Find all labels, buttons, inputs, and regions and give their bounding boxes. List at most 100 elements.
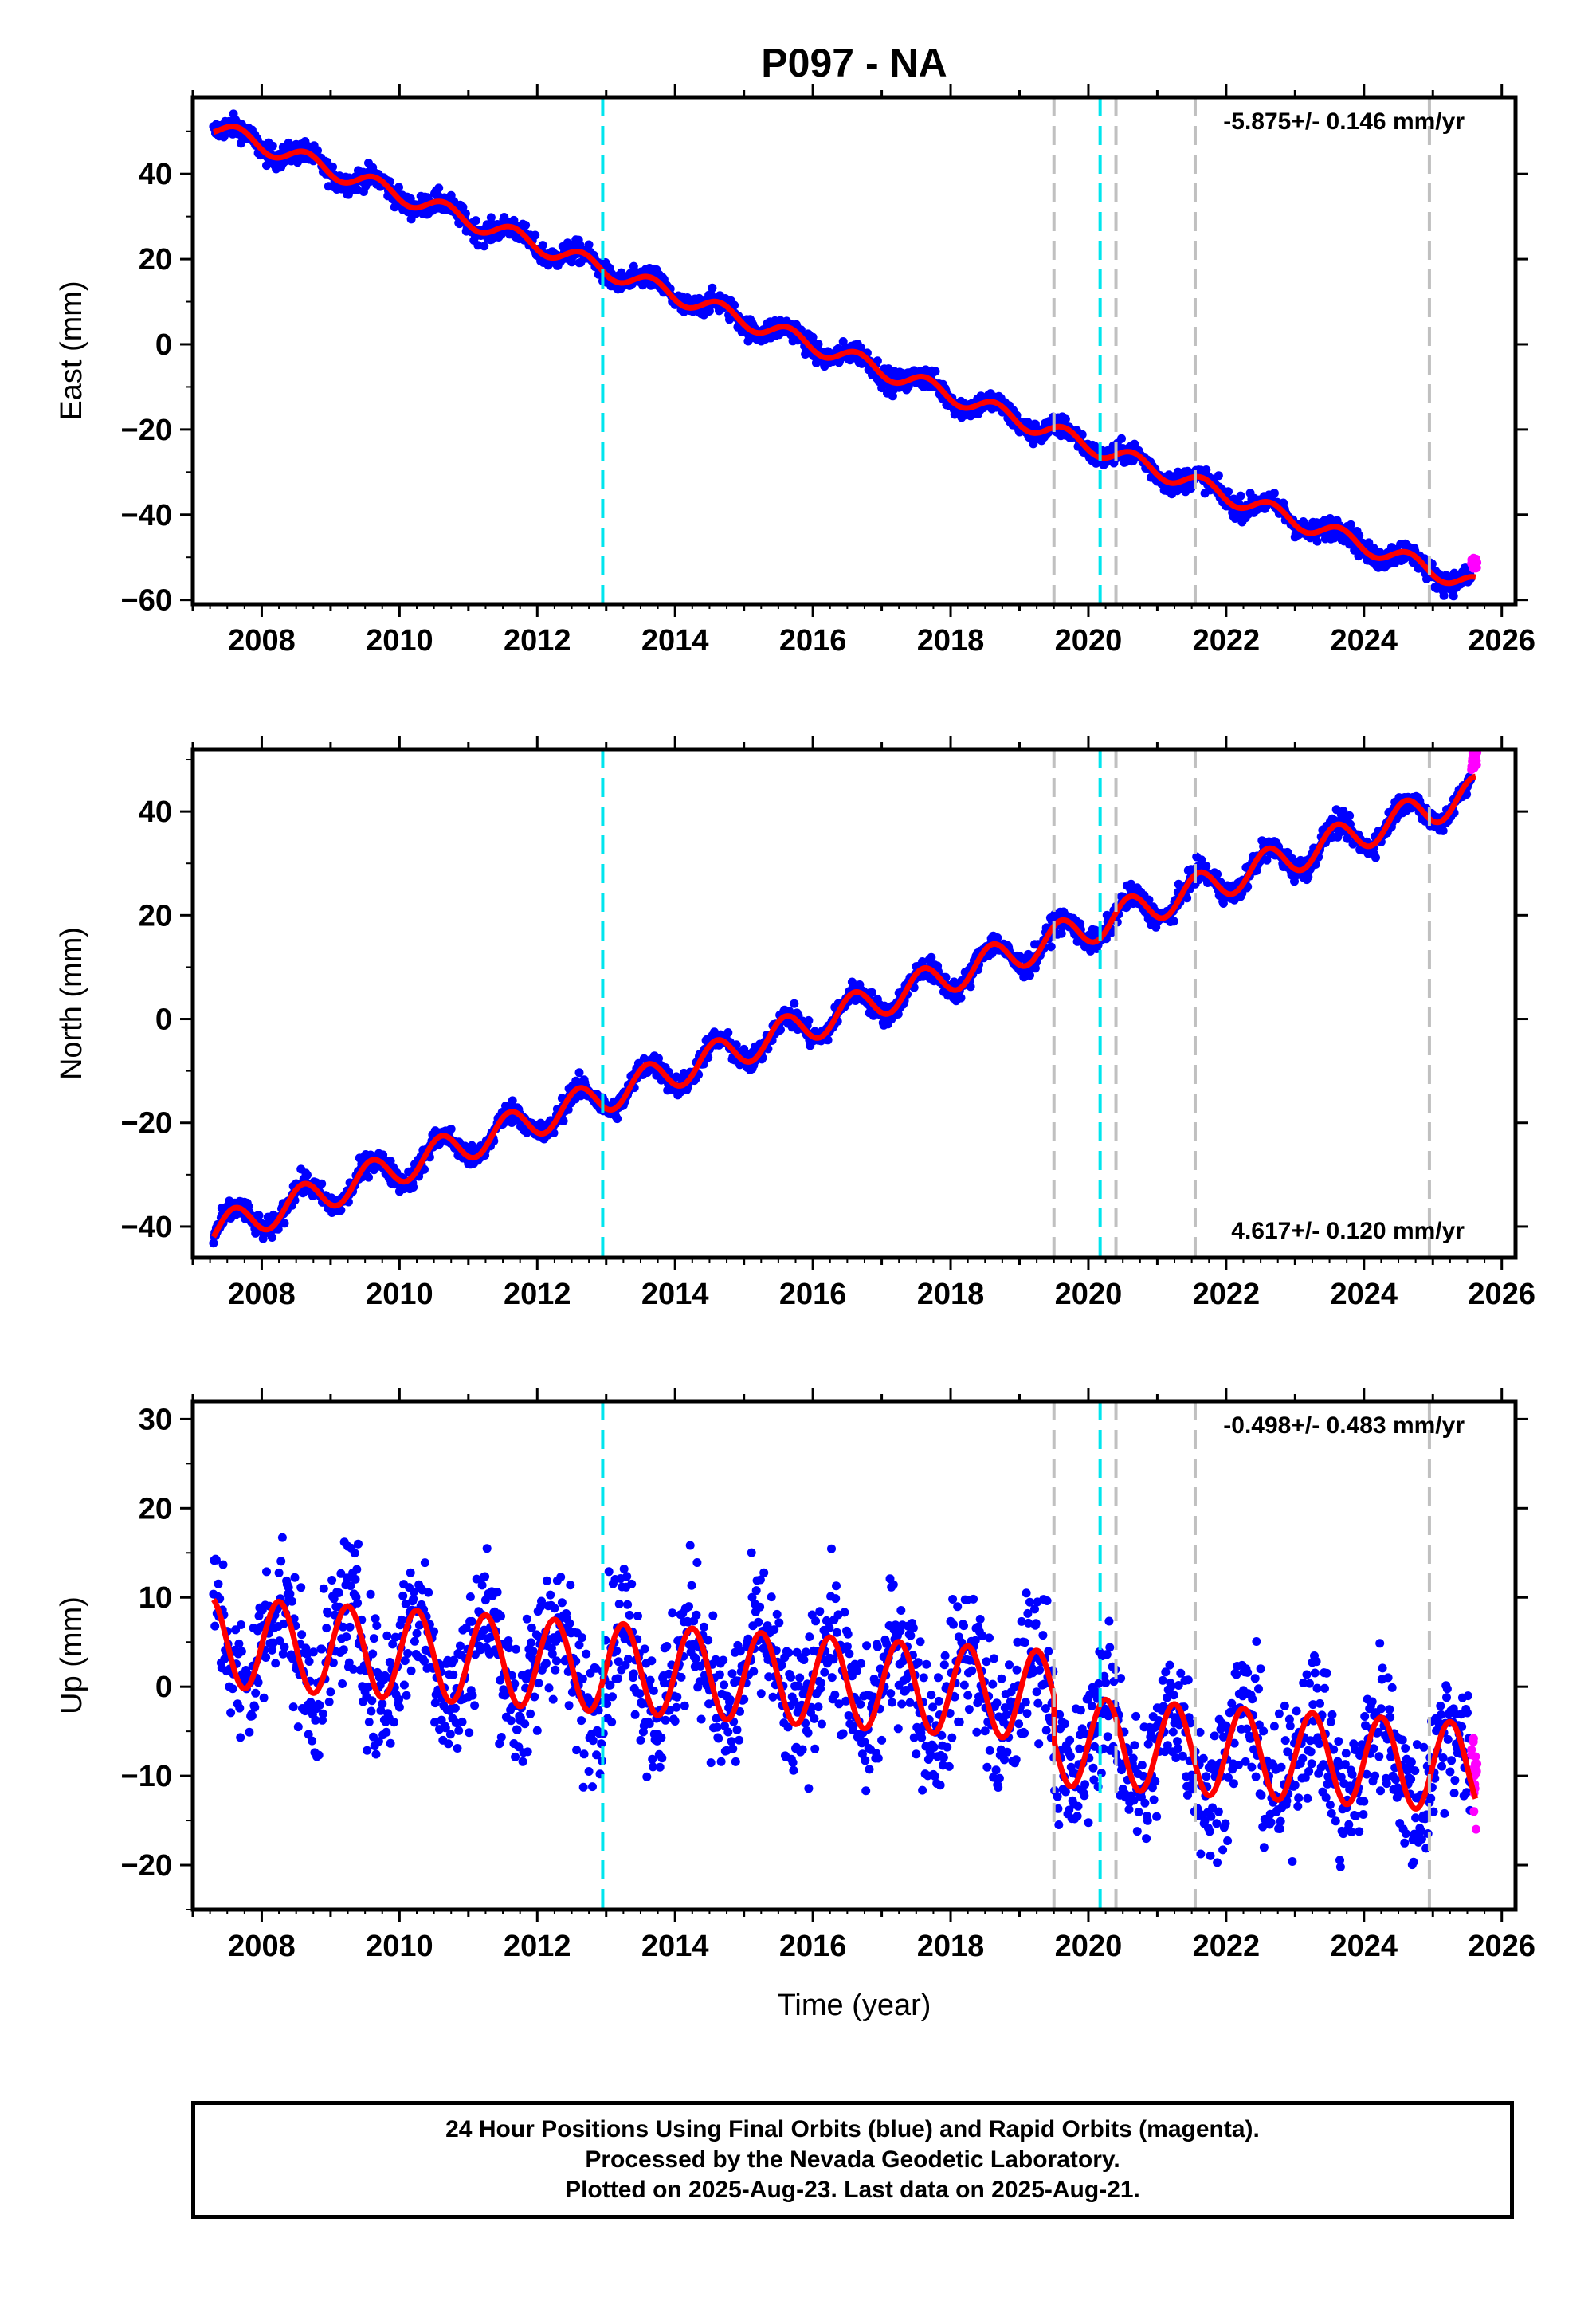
data-point: [1346, 520, 1355, 529]
rapid-point: [1472, 558, 1482, 567]
data-point: [434, 183, 444, 193]
data-point: [420, 1558, 429, 1568]
data-point: [308, 1647, 318, 1657]
x-tick-label: 2020: [1055, 1278, 1123, 1311]
data-point: [471, 216, 480, 226]
data-point: [657, 1733, 666, 1742]
data-point: [277, 1533, 287, 1542]
y-axis-label: North (mm): [55, 927, 88, 1080]
data-point: [623, 1655, 633, 1664]
data-point: [827, 1544, 836, 1553]
data-point: [327, 1576, 337, 1585]
data-point: [465, 1592, 475, 1601]
data-point: [268, 141, 277, 151]
data-point: [382, 1727, 391, 1737]
data-point: [342, 1632, 351, 1642]
data-point: [931, 367, 940, 376]
data-point: [338, 1679, 347, 1688]
data-point: [857, 1659, 866, 1668]
data-point: [544, 1683, 554, 1693]
data-point: [966, 982, 975, 992]
data-point: [814, 1702, 823, 1712]
data-point: [708, 283, 717, 293]
data-point: [588, 1782, 597, 1792]
data-point: [542, 1659, 551, 1668]
data-point: [622, 1572, 632, 1581]
panel-north: 2008 2010 2012 2014 2016 2018 2020 2022 2024 2026…: [55, 736, 1535, 1311]
data-point: [613, 1114, 622, 1124]
data-point: [613, 1674, 622, 1683]
data-point: [789, 1765, 798, 1775]
data-point: [261, 1653, 271, 1662]
data-point: [832, 1628, 841, 1637]
data-point: [352, 1565, 362, 1574]
data-point: [369, 1634, 378, 1643]
data-point: [614, 1600, 624, 1608]
y-tick-label: 20: [139, 243, 172, 277]
data-point: [578, 1674, 587, 1683]
x-tick-label: 2024: [1331, 1278, 1398, 1311]
x-tick-label: 2022: [1193, 624, 1261, 658]
data-point: [538, 241, 547, 250]
data-point: [551, 1665, 560, 1675]
data-point: [673, 1692, 682, 1702]
data-point: [1214, 471, 1223, 481]
data-point: [314, 1750, 324, 1760]
data-point: [390, 1718, 398, 1727]
data-point: [470, 1701, 480, 1710]
x-axis-label: Time (year): [778, 1989, 931, 2022]
data-point: [861, 1756, 870, 1765]
data-point: [351, 1574, 360, 1584]
data-point: [685, 1541, 695, 1550]
data-point: [661, 1715, 670, 1725]
data-point: [259, 1693, 269, 1702]
data-point: [542, 1576, 551, 1585]
data-point: [564, 1701, 574, 1710]
data-point: [324, 1697, 334, 1706]
data-point: [584, 240, 594, 249]
data-point: [531, 230, 540, 240]
data-point: [662, 1642, 672, 1651]
data-point: [345, 1622, 355, 1632]
data-point: [319, 1584, 328, 1593]
data-point: [716, 1757, 726, 1766]
y-tick-label: 40: [139, 795, 172, 829]
data-point: [456, 1641, 465, 1651]
data-point: [604, 1567, 614, 1577]
x-tick-label: 2020: [1055, 624, 1123, 658]
data-point: [645, 1675, 655, 1685]
data-point: [720, 1680, 729, 1690]
data-point: [496, 1733, 506, 1742]
data-point: [751, 1586, 761, 1596]
data-point: [774, 1618, 784, 1628]
data-point: [394, 1694, 403, 1704]
data-point: [749, 1667, 759, 1676]
data-point: [754, 1617, 763, 1627]
data-point: [209, 1239, 218, 1248]
data-point: [315, 1701, 324, 1710]
data-point: [339, 1645, 348, 1655]
data-point: [526, 1709, 535, 1718]
data-point: [830, 1690, 840, 1699]
data-point: [403, 1649, 413, 1658]
data-point: [795, 1673, 805, 1683]
data-point: [820, 1667, 829, 1677]
data-point: [1345, 811, 1355, 820]
data-point: [799, 1655, 809, 1664]
data-point: [399, 1680, 409, 1690]
data-point: [262, 161, 271, 171]
data-point: [353, 1598, 363, 1608]
data-point: [457, 1717, 467, 1726]
data-point: [548, 1694, 558, 1704]
final-orbit-points: [209, 1533, 1482, 1871]
data-point: [625, 1610, 634, 1620]
data-point: [350, 1549, 359, 1558]
rapid-point: [1472, 760, 1481, 769]
rate-label: -5.875+/- 0.146 mm/yr: [1223, 108, 1465, 135]
data-point: [288, 1596, 296, 1606]
data-point: [288, 1702, 298, 1712]
y-tick-label: −60: [121, 584, 172, 618]
data-point: [420, 1164, 429, 1174]
chart-title: P097 - NA: [761, 41, 947, 85]
data-point: [956, 993, 966, 1003]
